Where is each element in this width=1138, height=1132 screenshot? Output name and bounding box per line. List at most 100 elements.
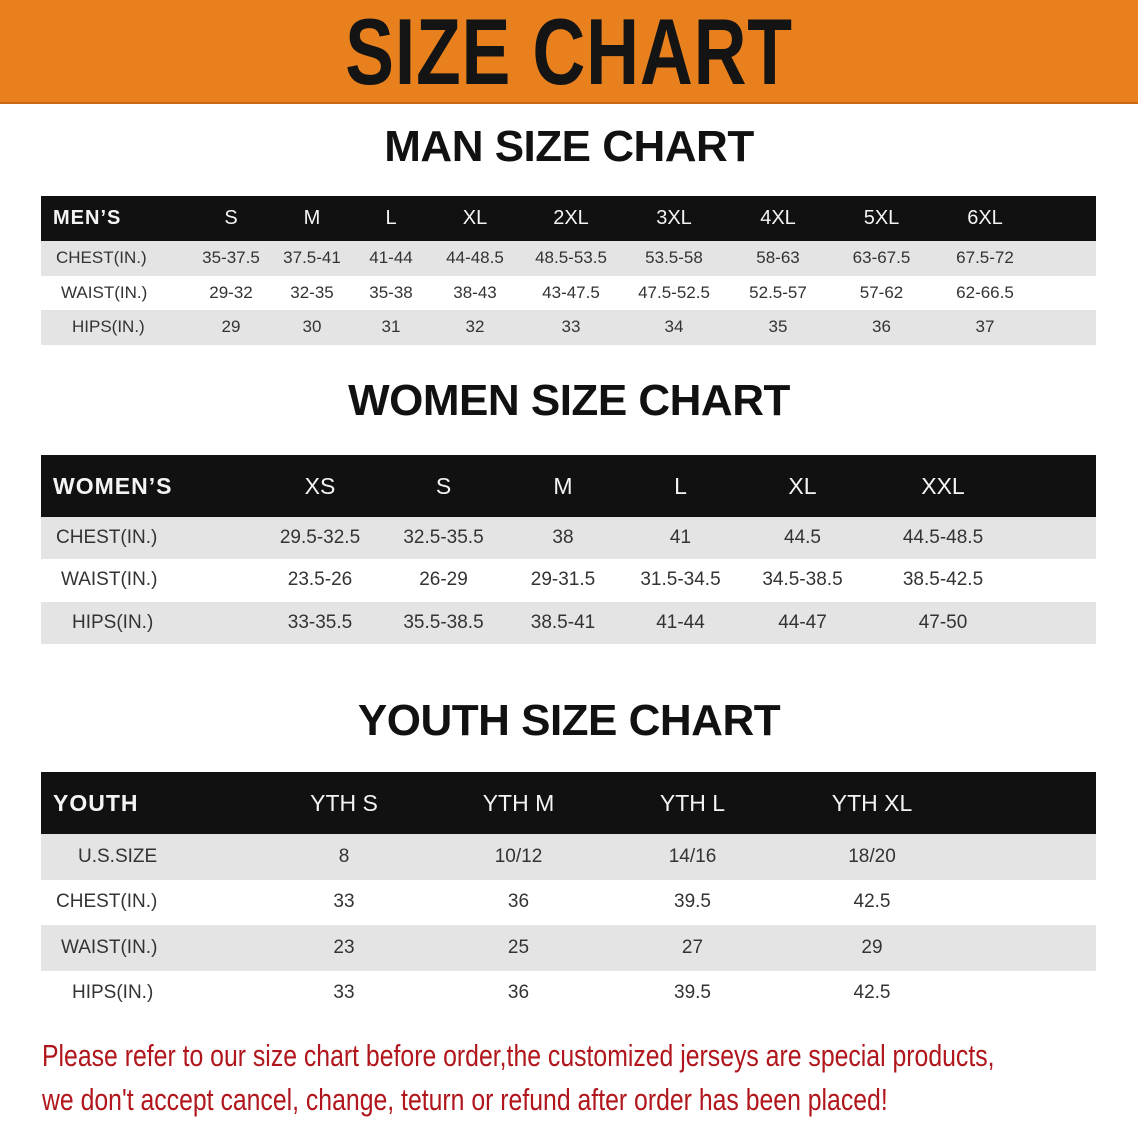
row-label: HIPS(IN.) [41,970,257,1016]
table-cell: 37.5-41 [272,241,352,276]
size-header: L [621,455,740,517]
size-header: 6XL [933,196,1037,241]
row-label: WAIST(IN.) [41,925,257,971]
table-cell: 38-43 [430,275,520,310]
size-header: XL [740,455,865,517]
size-header: M [272,196,352,241]
table-row: CHEST(IN.) 35-37.5 37.5-41 41-44 44-48.5 48.5… [41,241,1096,276]
table-cell: 44-47 [740,601,865,644]
youth-size-table: YOUTH YTH S YTH M YTH L YTH XL U.S.SIZE 8 10/1… [41,772,1096,1016]
row-spacer [1021,601,1096,644]
header-spacer [965,772,1096,834]
size-header: YTH XL [779,772,965,834]
table-row: WAIST(IN.) 23 25 27 29 [41,925,1096,971]
table-cell: 30 [272,310,352,345]
row-spacer [1021,559,1096,602]
table-cell: 37 [933,310,1037,345]
row-spacer [1021,517,1096,560]
size-header: 2XL [520,196,622,241]
table-cell: 32-35 [272,275,352,310]
table-cell: 41 [621,517,740,560]
table-row: U.S.SIZE 8 10/12 14/16 18/20 [41,834,1096,880]
size-chart-banner: SIZE CHART [0,0,1138,104]
table-cell: 31.5-34.5 [621,559,740,602]
table-cell: 32.5-35.5 [382,517,505,560]
table-cell: 35-37.5 [190,241,272,276]
table-cell: 29.5-32.5 [258,517,382,560]
table-cell: 33 [257,879,431,925]
table-cell: 33-35.5 [258,601,382,644]
row-label: HIPS(IN.) [41,310,190,345]
size-header: YTH M [431,772,606,834]
table-cell: 44.5-48.5 [865,517,1021,560]
table-cell: 23 [257,925,431,971]
size-header: YTH L [606,772,779,834]
table-cell: 34.5-38.5 [740,559,865,602]
table-cell: 36 [431,970,606,1016]
size-header: M [505,455,621,517]
table-cell: 63-67.5 [830,241,933,276]
table-cell: 52.5-57 [726,275,830,310]
header-spacer [1037,196,1096,241]
size-header: XS [258,455,382,517]
size-header: S [190,196,272,241]
table-cell: 31 [352,310,430,345]
size-header: 5XL [830,196,933,241]
table-header: YOUTH YTH S YTH M YTH L YTH XL [41,772,1096,834]
row-label: U.S.SIZE [41,834,257,880]
notice-line-1: Please refer to our size chart before or… [42,1038,995,1073]
table-cell: 47.5-52.5 [622,275,726,310]
table-header: WOMEN’S XS S M L XL XXL [41,455,1096,517]
table-cell: 29-32 [190,275,272,310]
size-header: 3XL [622,196,726,241]
table-cell: 42.5 [779,970,965,1016]
men-size-table: MEN’S S M L XL 2XL 3XL 4XL 5XL 6XL CHEST(IN.) 35-3… [41,196,1096,345]
row-label: CHEST(IN.) [41,241,190,276]
size-header: 4XL [726,196,830,241]
row-label: WAIST(IN.) [41,559,258,602]
table-row: HIPS(IN.) 33-35.5 35.5-38.5 38.5-41 41-44 44-… [41,601,1096,644]
row-spacer [1037,310,1096,345]
table-row: HIPS(IN.) 29 30 31 32 33 34 35 36 37 [41,310,1096,345]
table-cell: 38.5-42.5 [865,559,1021,602]
youth-section-title: YOUTH SIZE CHART [357,696,781,745]
header-label: WOMEN’S [41,455,258,517]
table-cell: 41-44 [352,241,430,276]
table-cell: 33 [257,970,431,1016]
notice-line-2: we don't accept cancel, change, teturn o… [42,1082,888,1117]
table-cell: 62-66.5 [933,275,1037,310]
table-cell: 39.5 [606,879,779,925]
table-cell: 33 [520,310,622,345]
men-section-title: MAN SIZE CHART [384,122,754,171]
table-cell: 48.5-53.5 [520,241,622,276]
size-header: XL [430,196,520,241]
table-row: HIPS(IN.) 33 36 39.5 42.5 [41,970,1096,1016]
table-row: WAIST(IN.) 23.5-26 26-29 29-31.5 31.5-34.5 34… [41,559,1096,602]
table-cell: 34 [622,310,726,345]
women-section-title: WOMEN SIZE CHART [348,376,790,425]
table-cell: 29 [190,310,272,345]
table-cell: 8 [257,834,431,880]
row-spacer [1037,241,1096,276]
table-cell: 39.5 [606,970,779,1016]
table-cell: 36 [830,310,933,345]
table-cell: 26-29 [382,559,505,602]
table-cell: 14/16 [606,834,779,880]
table-cell: 32 [430,310,520,345]
size-header: YTH S [257,772,431,834]
size-header: L [352,196,430,241]
size-header: S [382,455,505,517]
row-spacer [1037,275,1096,310]
size-header: XXL [865,455,1021,517]
table-cell: 57-62 [830,275,933,310]
row-spacer [965,879,1096,925]
table-cell: 41-44 [621,601,740,644]
table-row: WAIST(IN.) 29-32 32-35 35-38 38-43 43-47.5 47.… [41,275,1096,310]
table-cell: 58-63 [726,241,830,276]
row-spacer [965,970,1096,1016]
table-cell: 36 [431,879,606,925]
table-cell: 67.5-72 [933,241,1037,276]
table-cell: 42.5 [779,879,965,925]
table-cell: 10/12 [431,834,606,880]
row-spacer [965,834,1096,880]
